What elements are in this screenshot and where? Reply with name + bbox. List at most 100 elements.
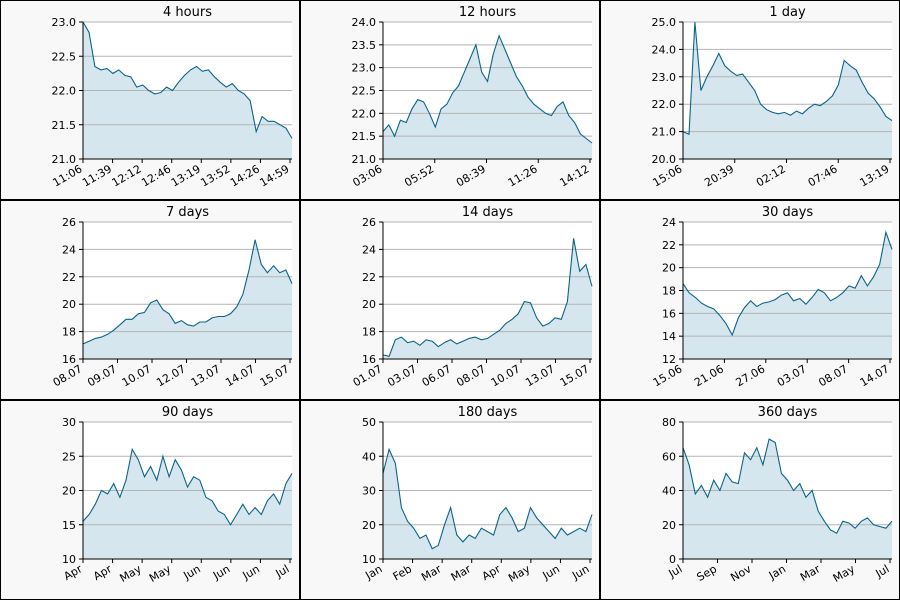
x-tick-label: Jun [181,562,203,582]
chart-panel: 10 15 20 25 30 Apr Apr May May Jun Jun Jun Jul 90 day… [1,401,299,599]
y-tick-label: 20 [62,298,76,311]
y-tick-label: 22.0 [352,107,377,120]
y-tick-label: 24.0 [352,16,377,29]
y-tick-label: 18 [662,285,676,298]
x-tick-label: 10.07 [120,362,154,389]
x-tick-label: 14:12 [558,162,592,189]
series-area [683,439,892,559]
x-tick-label: Sep [695,562,719,584]
chart-panel: 16 18 20 22 24 26 08.07 09.07 10.07 12.07 13.07 14.… [1,201,299,399]
chart-panel: 20.0 21.0 22.0 23.0 24.0 25.0 15:06 20:39 02:12 0… [601,1,899,199]
x-tick-label: 06.07 [420,362,454,389]
x-tick-label: 11:06 [51,162,85,189]
y-tick-label: 22.0 [52,85,77,98]
y-tick-label: 26 [362,216,376,229]
y-tick-label: 10 [62,553,76,566]
x-tick-label: 11:26 [506,162,540,189]
y-tick-label: 21.0 [52,153,77,166]
chart-svg: 21.0 21.5 22.0 22.5 23.0 11:0611:3912:1212:46… [51,5,293,189]
y-tick-label: 21.5 [52,119,77,132]
x-tick-label: 13.07 [523,362,557,389]
x-tick-label: Nov [728,562,754,584]
x-tick-label: Mar [419,562,444,584]
x-tick-label: 03:06 [351,162,385,189]
y-tick-label: 10 [362,553,376,566]
y-tick-label: 16 [662,307,676,320]
x-tick-label: 03.07 [385,362,419,389]
series-line [682,21,893,136]
y-tick-label: 14 [662,330,676,343]
y-tick-label: 18 [62,326,76,339]
x-tick-label: 05:52 [402,162,436,189]
chart-title: 90 days [162,405,214,420]
y-tick-label: 23.5 [352,39,377,52]
chart-svg: 0 20 40 60 80 Jul Sep Nov Jan Mar May Jul 360 days [662,405,893,585]
x-tick-label: 11:39 [80,162,114,189]
x-tick-label: May [506,562,533,585]
y-tick-label: 23.0 [352,62,377,75]
x-tick-label: 12:12 [110,162,144,189]
x-tick-label: 08:39 [454,162,488,189]
x-tick-label: 08.07 [816,362,850,389]
chart-svg: 20.0 21.0 22.0 23.0 24.0 25.0 15:06 20:39 02:12 0… [651,5,893,189]
chart-svg: 21.0 21.5 22.0 22.5 23.0 23.5 24.0 03:06 05:52 08… [351,5,593,189]
series-line [682,230,893,337]
y-tick-label: 40 [362,450,376,463]
y-tick-label: 20.0 [652,153,677,166]
series-area [383,449,592,559]
x-tick-label: 15.07 [558,362,592,389]
y-tick-label: 20 [362,519,376,532]
x-tick-label: 14:26 [228,162,262,189]
x-tick-label: 02:12 [754,162,788,189]
y-tick-label: 22.5 [52,50,77,63]
x-tick-label: 15.06 [651,362,685,389]
x-tick-label: 12:46 [139,162,173,189]
x-tick-label: May [117,562,144,585]
x-tick-label: Jun [569,562,591,582]
y-tick-label: 30 [62,416,76,429]
y-tick-label: 20 [362,298,376,311]
y-tick-label: 25.0 [652,16,677,29]
chart-title: 4 hours [163,5,212,20]
x-tick-label: 12.07 [154,362,188,389]
x-tick-label: 13:19 [858,162,892,189]
y-tick-label: 25 [62,450,76,463]
series-line [382,447,593,550]
chart-title: 14 days [462,205,514,220]
x-tick-label: Apr [91,562,114,583]
chart-title: 12 hours [459,5,516,20]
y-tick-label: 40 [662,485,676,498]
x-tick-label: 27.06 [734,362,768,389]
y-tick-label: 23.0 [52,16,77,29]
series-line [682,438,893,535]
y-tick-label: 24 [62,243,76,256]
chart-svg: 16 18 20 22 24 26 01.07 03.07 06.07 08.07 10.07 13.… [351,205,593,389]
series-line [82,447,293,526]
x-tick-label: 13.07 [189,362,223,389]
y-tick-label: 60 [662,450,676,463]
y-tick-label: 20 [62,485,76,498]
chart-title: 1 day [769,5,806,20]
y-tick-label: 22 [362,271,376,284]
y-tick-label: 21.5 [352,130,377,143]
y-tick-label: 22 [662,239,676,252]
y-tick-label: 20 [662,519,676,532]
x-tick-label: Jul [666,562,685,580]
chart-panel: 10 20 30 40 50 Jan Feb Mar Mar Apr May Jun Jun 180 da… [301,401,599,599]
series-line [82,21,293,139]
x-tick-label: Feb [391,562,414,583]
chart-svg: 12 14 16 18 20 22 24 15.06 21.06 27.06 03.07 08.07 1… [651,205,893,389]
x-tick-label: Jun [540,562,562,582]
chart-title: 30 days [762,205,814,220]
series-area [83,449,292,559]
series-area [83,239,292,359]
x-tick-label: 14.07 [858,362,892,389]
x-tick-label: 07:46 [806,162,840,189]
y-tick-label: 0 [669,553,676,566]
series-line [382,238,593,357]
chart-panel: 21.0 21.5 22.0 22.5 23.0 23.5 24.0 03:06 05:52 08… [301,1,599,199]
x-tick-label: Jul [873,562,892,580]
x-tick-label: Jul [273,562,292,580]
